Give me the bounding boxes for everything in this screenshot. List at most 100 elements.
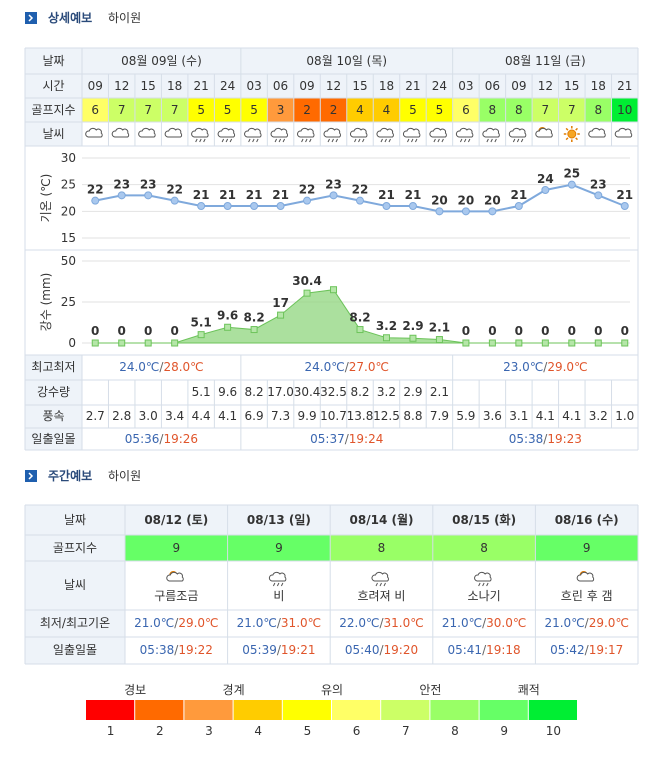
rain: [490, 138, 493, 143]
low: 05:38: [509, 432, 544, 446]
precip-label: 30.4: [292, 274, 322, 288]
precip-label: 8.2: [349, 311, 370, 325]
rain: [486, 582, 489, 587]
precip-point: [224, 323, 232, 331]
rain: [478, 582, 481, 587]
low: 05:38: [140, 643, 175, 657]
temp-point: [197, 202, 206, 210]
cloud: [576, 571, 595, 582]
golf-index: 9: [275, 541, 283, 555]
precip-point: [409, 334, 417, 342]
sep: /: [277, 616, 282, 630]
rain: [248, 138, 251, 143]
precip-label: 0: [462, 324, 470, 338]
time: 24: [432, 79, 447, 93]
row-label: 날짜: [64, 513, 86, 527]
cell: [25, 637, 125, 664]
weather-icon: [166, 571, 184, 582]
golf-index: 5: [224, 103, 232, 117]
wind-speed: 3.0: [139, 409, 158, 423]
wind-speed: 3.2: [589, 409, 608, 423]
low: 21.0℃: [134, 616, 174, 630]
precip-point: [541, 339, 549, 347]
rain: [195, 138, 198, 143]
sep: /: [345, 432, 350, 446]
wind-speed: 2.7: [86, 409, 105, 423]
scale-swatch: [135, 700, 184, 720]
y-tick-label: 30: [61, 151, 76, 165]
golf-index: 5: [197, 103, 205, 117]
wind-speed: 7.3: [271, 409, 290, 423]
rain: [380, 138, 383, 143]
ray: [575, 137, 578, 141]
cloud: [474, 571, 492, 582]
cloud: [402, 127, 421, 138]
golf-index: 4: [383, 103, 391, 117]
low: 05:42: [550, 643, 585, 657]
week-date: 08/14 (월): [350, 512, 414, 527]
day-label: 08월 11일 (금): [505, 54, 586, 68]
time: 15: [141, 79, 156, 93]
min-max: 21.0℃/30.0℃: [442, 616, 526, 630]
weather-icon: [402, 127, 421, 143]
rain: [467, 138, 471, 143]
scale-swatch: [430, 700, 479, 720]
rain: [383, 582, 386, 587]
temp-label: 23: [325, 177, 342, 191]
weather-icon: [429, 127, 447, 143]
day-label: 08월 09일 (수): [121, 54, 202, 68]
scale-label: 쾌적: [518, 683, 540, 697]
sun: [567, 129, 577, 139]
precip-label: 0: [144, 324, 152, 338]
time: 03: [458, 79, 473, 93]
temp-label: 21: [246, 188, 263, 202]
precip-point: [91, 339, 99, 347]
temp-label: 23: [113, 177, 130, 191]
scale-swatch: [282, 700, 331, 720]
temp-label: 20: [484, 193, 501, 207]
rain: [335, 138, 338, 143]
golf-cell: [125, 535, 228, 561]
temp-point: [567, 180, 576, 189]
scale-label: 유의: [321, 683, 343, 697]
weather-text: 소나기: [468, 589, 501, 603]
cloud: [166, 571, 184, 582]
golf-index: 2: [303, 103, 311, 117]
rain: [520, 138, 524, 143]
temp-label: 21: [193, 188, 210, 202]
golf-cell: [134, 98, 162, 122]
rain: [407, 138, 410, 143]
precip-point: [382, 334, 390, 342]
rain: [437, 138, 440, 143]
golf-index: 6: [462, 103, 470, 117]
cloud: [376, 127, 394, 138]
precip-point: [515, 339, 523, 347]
temp-label: 22: [352, 183, 369, 197]
low: 05:39: [242, 643, 277, 657]
precip-amount: 2.9: [403, 385, 422, 399]
cloud: [482, 127, 500, 138]
temp-label: 23: [590, 177, 607, 191]
low: 05:36: [125, 432, 160, 446]
scale-label: 경계: [223, 683, 245, 697]
time: 18: [591, 79, 606, 93]
temp-label: 23: [140, 177, 157, 191]
high: 19:17: [589, 643, 624, 657]
sep: /: [277, 643, 282, 657]
weather-text: 흐린 후 갬: [561, 589, 613, 603]
wind-speed: 8.8: [403, 409, 422, 423]
cell: [25, 505, 638, 535]
cell: [25, 48, 638, 98]
weather-icon: [111, 127, 130, 138]
golf-index: 7: [144, 103, 152, 117]
rain: [229, 138, 233, 143]
rain: [358, 138, 361, 143]
temp-point: [408, 202, 417, 210]
rain: [516, 138, 520, 143]
golf-cell: [267, 98, 294, 122]
precip-point: [197, 331, 205, 339]
row-label: 날씨: [42, 127, 64, 141]
sunrise-sunset: 05:42/19:17: [550, 643, 623, 657]
weather-icon: [371, 571, 389, 587]
temp-point: [382, 202, 391, 210]
